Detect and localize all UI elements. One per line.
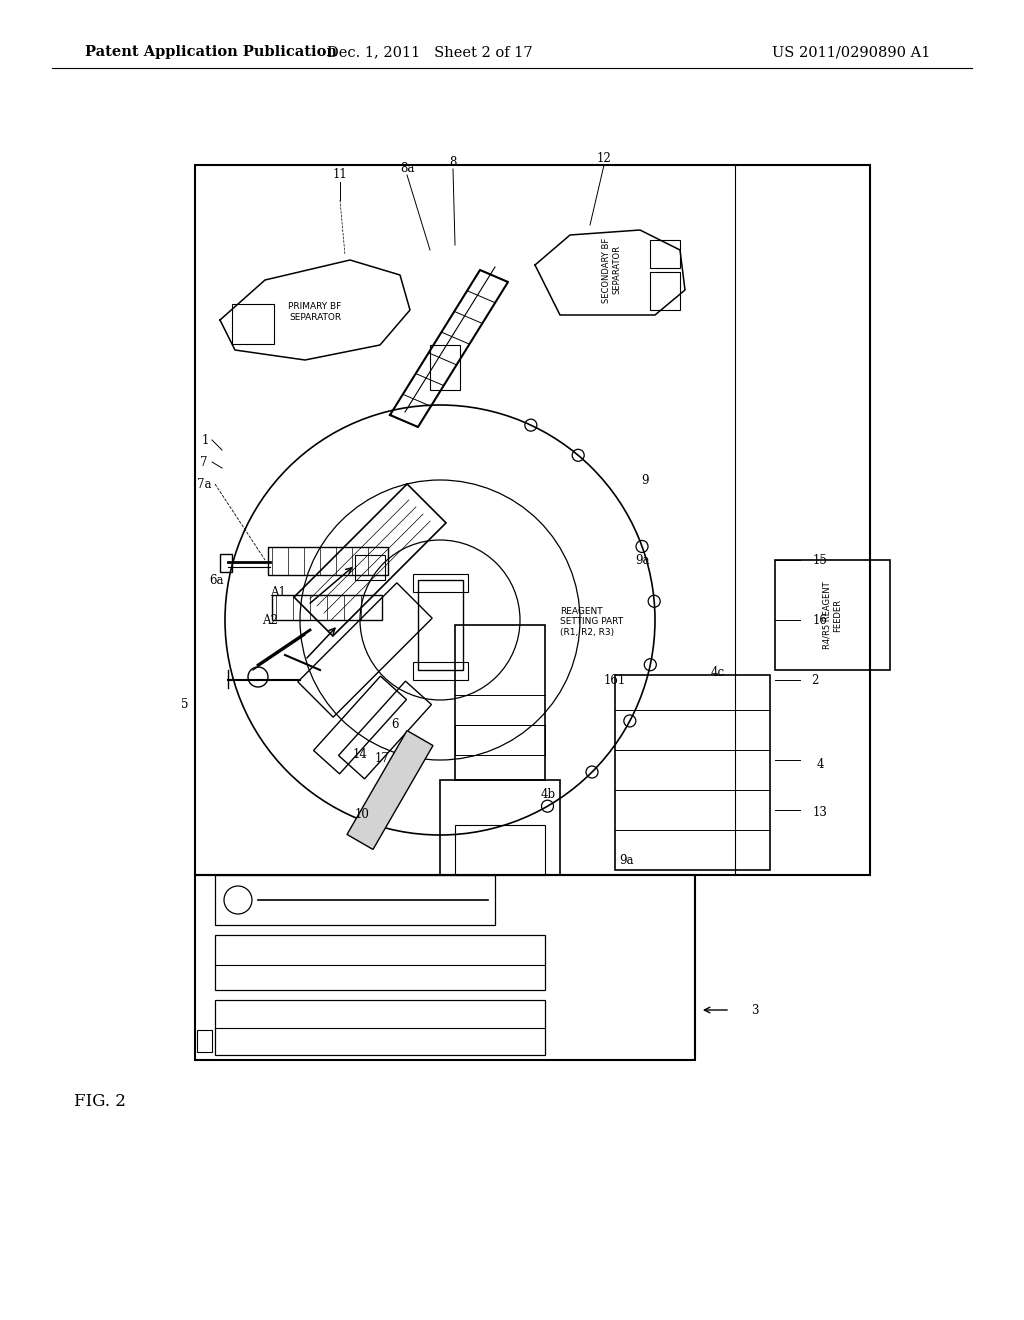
Text: 8a: 8a: [399, 161, 414, 174]
Bar: [413, 663, 468, 680]
Bar: [455, 725, 545, 755]
Text: 6: 6: [391, 718, 398, 731]
Bar: [650, 240, 680, 268]
Bar: [355, 554, 385, 579]
Text: 2: 2: [811, 673, 818, 686]
Text: A2: A2: [262, 614, 278, 627]
Text: 10: 10: [354, 808, 370, 821]
Text: 3: 3: [752, 1003, 759, 1016]
Text: 161: 161: [604, 673, 626, 686]
Bar: [195, 165, 870, 875]
Text: 1: 1: [202, 433, 209, 446]
Bar: [440, 780, 560, 875]
Text: 9a: 9a: [635, 553, 649, 566]
Bar: [197, 1030, 212, 1052]
Bar: [268, 546, 388, 576]
Text: 8: 8: [450, 156, 457, 169]
Bar: [272, 595, 382, 620]
Text: 4c: 4c: [711, 665, 725, 678]
Text: 7: 7: [201, 455, 208, 469]
Text: Patent Application Publication: Patent Application Publication: [85, 45, 337, 59]
Text: 7a: 7a: [197, 478, 211, 491]
Text: 12: 12: [597, 152, 611, 165]
Text: 11: 11: [333, 169, 347, 181]
Text: REAGENT
SETTING PART
(R1, R2, R3): REAGENT SETTING PART (R1, R2, R3): [560, 607, 624, 636]
Polygon shape: [347, 730, 433, 850]
Bar: [215, 935, 545, 990]
Text: 5: 5: [181, 697, 188, 710]
Text: 4: 4: [816, 759, 823, 771]
Bar: [215, 1001, 545, 1055]
Bar: [220, 554, 232, 572]
Bar: [418, 579, 463, 671]
Text: 16: 16: [813, 614, 827, 627]
Bar: [430, 345, 460, 389]
Text: 15: 15: [813, 553, 827, 566]
Text: 13: 13: [813, 805, 827, 818]
Text: 4b: 4b: [541, 788, 556, 801]
Text: R4/R5 REAGENT
FEEDER: R4/R5 REAGENT FEEDER: [822, 581, 842, 649]
Text: 6a: 6a: [210, 573, 224, 586]
Bar: [455, 825, 545, 875]
Text: 9a: 9a: [618, 854, 633, 866]
Text: PRIMARY BF
SEPARATOR: PRIMARY BF SEPARATOR: [289, 302, 342, 322]
Bar: [455, 624, 545, 780]
Bar: [195, 875, 695, 1060]
Text: FIG. 2: FIG. 2: [74, 1093, 126, 1110]
Text: 17: 17: [375, 751, 389, 764]
Text: 14: 14: [352, 748, 368, 762]
Text: 9: 9: [641, 474, 649, 487]
Bar: [232, 304, 274, 345]
Bar: [413, 574, 468, 591]
Text: Dec. 1, 2011   Sheet 2 of 17: Dec. 1, 2011 Sheet 2 of 17: [328, 45, 532, 59]
Bar: [615, 675, 770, 870]
Bar: [215, 875, 495, 925]
Text: A1: A1: [270, 586, 286, 598]
Bar: [775, 560, 890, 671]
Bar: [650, 272, 680, 310]
Text: US 2011/0290890 A1: US 2011/0290890 A1: [772, 45, 930, 59]
Text: SECONDARY BF
SEPARATOR: SECONDARY BF SEPARATOR: [602, 238, 622, 302]
